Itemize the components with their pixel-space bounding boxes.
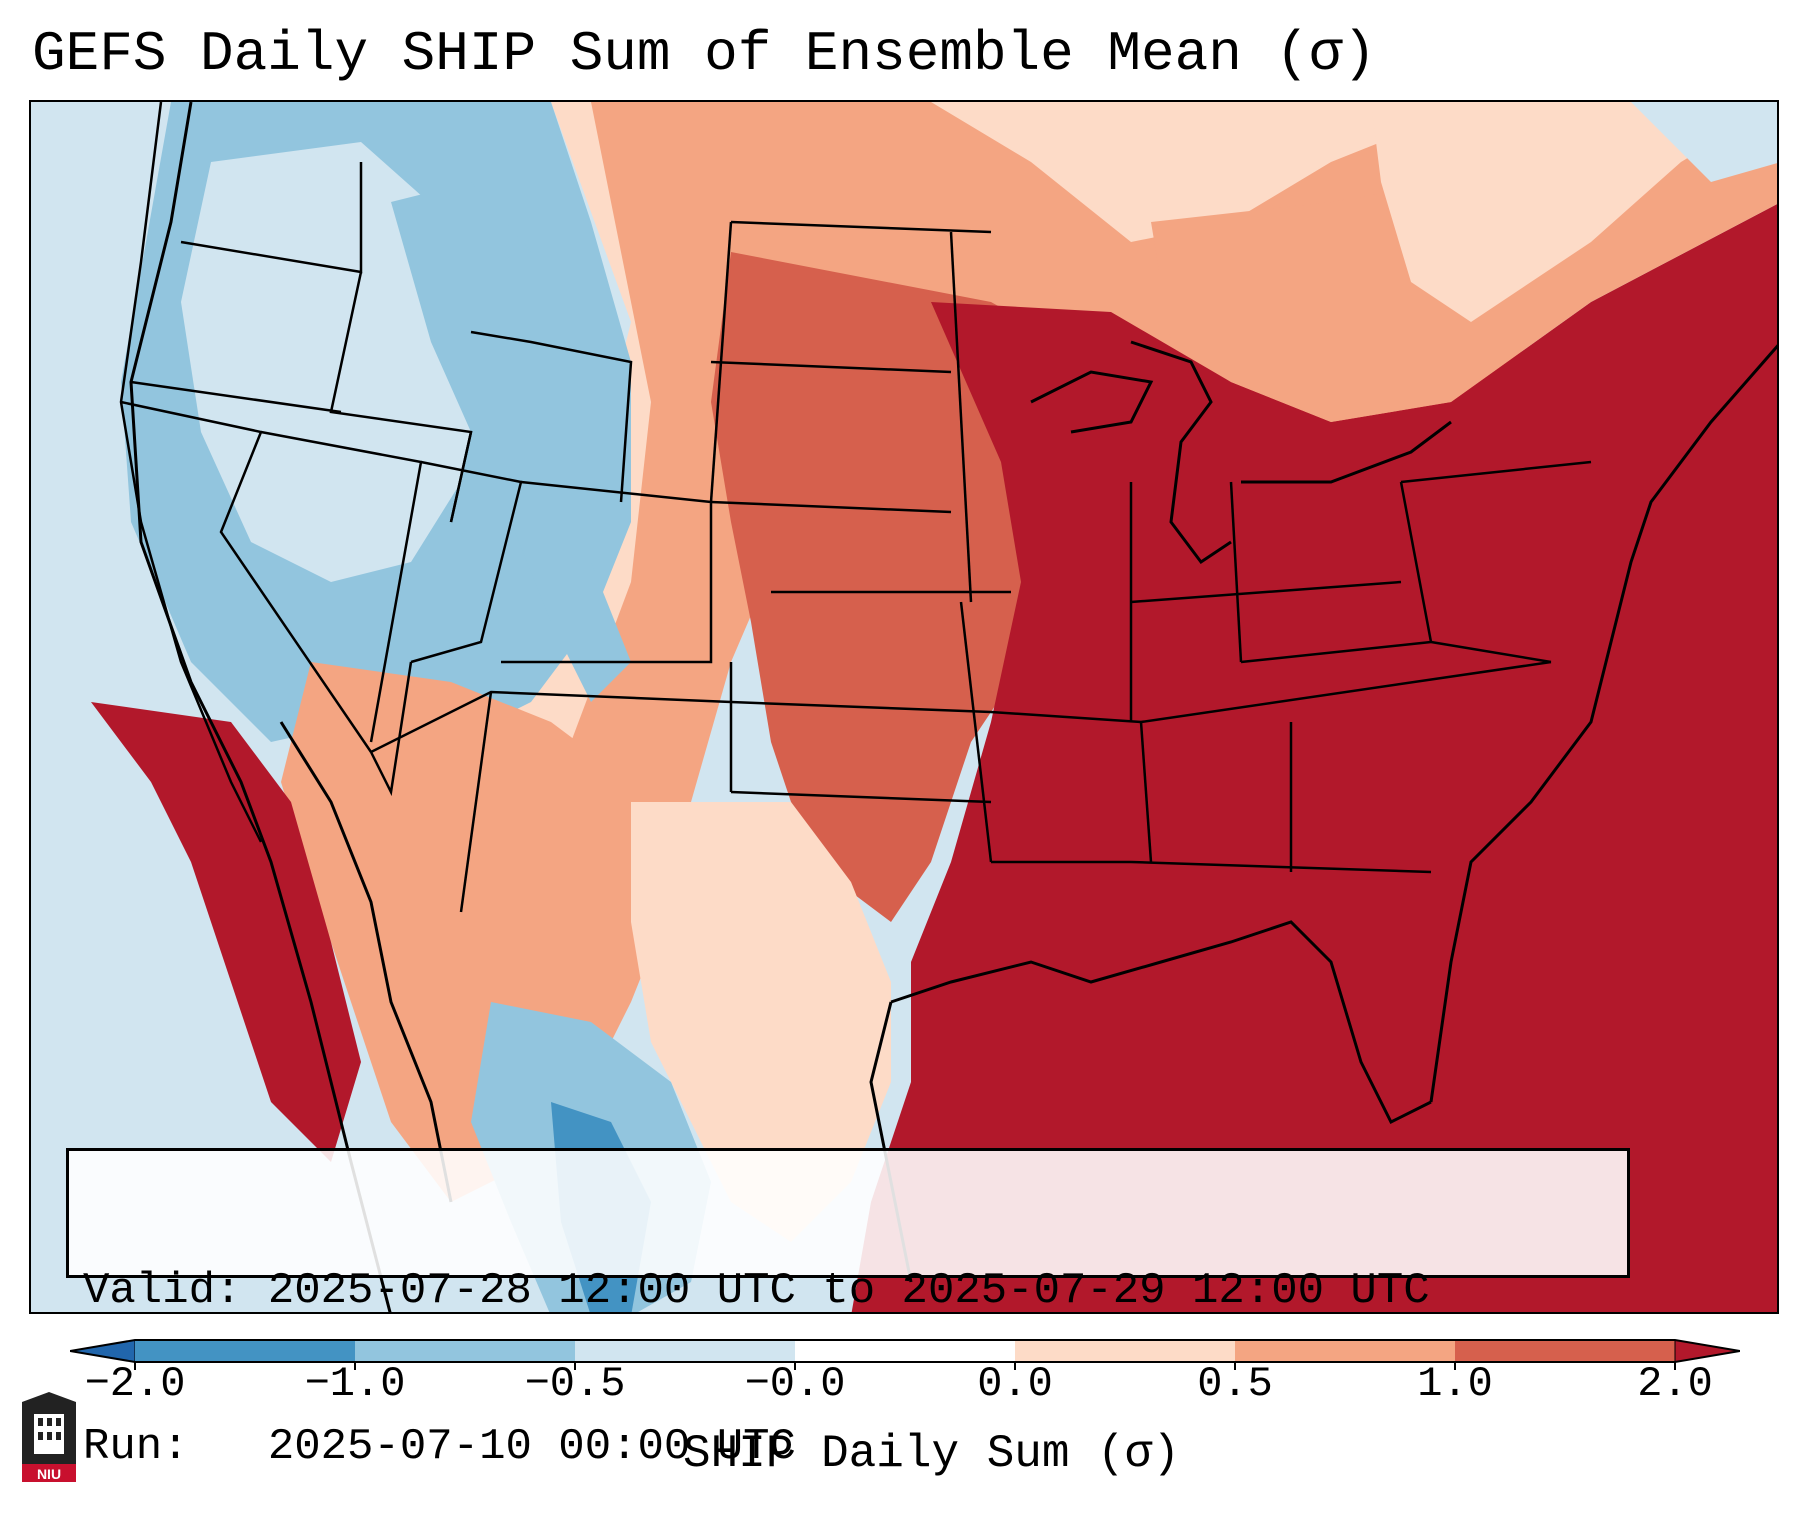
colorbar-segment bbox=[1235, 1340, 1456, 1362]
anomaly-region-blue-core bbox=[391, 182, 631, 702]
colorbar-tick-label: −1.0 bbox=[304, 1360, 406, 1408]
colorbar-title: SHIP Daily Sum (σ) bbox=[683, 1428, 1180, 1480]
colorbar-tick-label: −0.5 bbox=[524, 1360, 626, 1408]
colorbar-tick-label: 0.0 bbox=[977, 1360, 1053, 1408]
run-value: 2025-07-10 00:00 UTC bbox=[267, 1422, 796, 1472]
colorbar-segment bbox=[1015, 1340, 1236, 1362]
colorbar-extend-low bbox=[70, 1339, 136, 1363]
anomaly-region-northeast-light bbox=[1371, 102, 1777, 322]
colorbar-tick-label: −0.0 bbox=[744, 1360, 846, 1408]
anomaly-region-canada-neutral bbox=[1631, 102, 1777, 182]
valid-label: Valid: bbox=[83, 1266, 242, 1316]
colorbar bbox=[70, 1339, 1740, 1370]
anomaly-region-texas bbox=[631, 802, 891, 1242]
colorbar-tick-label: 1.0 bbox=[1417, 1360, 1493, 1408]
colorbar-segment bbox=[795, 1340, 1016, 1362]
valid-value: 2025-07-28 12:00 UTC to 2025-07-29 12:00… bbox=[267, 1266, 1430, 1316]
anomaly-region-eastern-us bbox=[851, 204, 1777, 1312]
colorbar-segment bbox=[135, 1340, 356, 1362]
valid-line: Valid: 2025-07-28 12:00 UTC to 2025-07-2… bbox=[83, 1265, 1613, 1317]
colorbar-tick-label: 2.0 bbox=[1637, 1360, 1713, 1408]
colorbar-tick-label: 0.5 bbox=[1197, 1360, 1273, 1408]
map-title: GEFS Daily SHIP Sum of Ensemble Mean (σ) bbox=[32, 22, 1377, 86]
colorbar-segment bbox=[355, 1340, 576, 1362]
niu-logo-icon: NIU bbox=[22, 1392, 76, 1482]
colorbar-tick-labels: −2.0 −1.0 −0.5 −0.0 0.0 0.5 1.0 2.0 bbox=[0, 1360, 1803, 1410]
run-line: Run: 2025-07-10 00:00 UTC bbox=[83, 1421, 1613, 1473]
state-boundaries bbox=[119, 102, 1592, 913]
valid-run-info-box: Valid: 2025-07-28 12:00 UTC to 2025-07-2… bbox=[66, 1148, 1630, 1472]
colorbar-tick-label: −2.0 bbox=[84, 1360, 186, 1408]
colorbar-segment bbox=[575, 1340, 796, 1362]
logo-text: NIU bbox=[37, 1466, 61, 1482]
colorbar-extend-high bbox=[1674, 1339, 1740, 1363]
map-panel bbox=[29, 100, 1779, 1314]
coastlines bbox=[129, 102, 1777, 1312]
anomaly-region-baja-positive bbox=[91, 702, 361, 1162]
ship-anomaly-map bbox=[31, 102, 1777, 1312]
run-label: Run: bbox=[83, 1422, 189, 1472]
colorbar-segment bbox=[1455, 1340, 1676, 1362]
